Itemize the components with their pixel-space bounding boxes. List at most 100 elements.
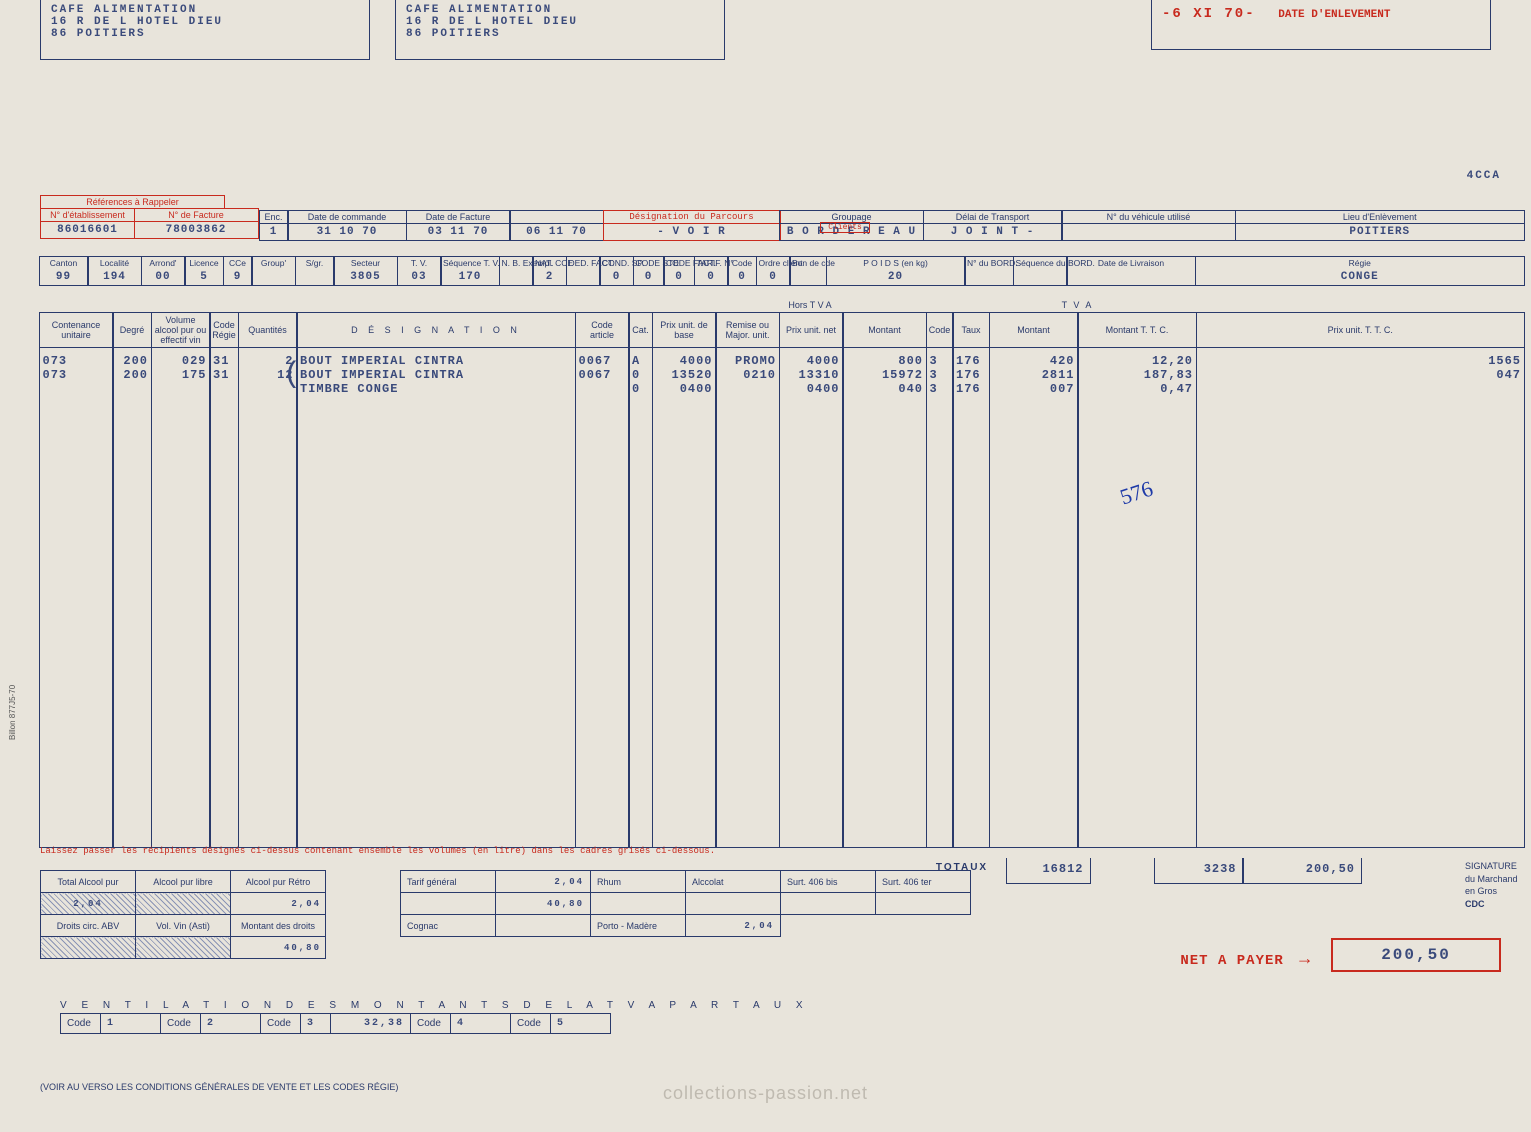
alcool-h2: Alcool pur libre <box>136 871 231 893</box>
canton-label: Canton <box>40 257 88 269</box>
enc-label: Enc. <box>260 211 288 224</box>
groupage-clients-sublabel: Clients <box>820 222 870 233</box>
col-montant: Montant <box>842 312 927 348</box>
addr2-l1: CAFE ALIMENTATION <box>406 4 714 16</box>
arrow-icon: → <box>1299 950 1311 970</box>
tarif-s406t-label: Surt. 406 ter <box>876 871 971 893</box>
dateliv-cell: Date de Livraison <box>1066 256 1196 286</box>
tarif-row2-blank2 <box>591 893 686 915</box>
natcce-label: NAT. CCE <box>533 257 566 269</box>
tv-cell: T. V.03 <box>397 256 442 286</box>
items-header: Contenance unitaire Degré Volume alcool … <box>40 312 1525 348</box>
col-codeart: Code article <box>575 312 630 348</box>
licence-value: 5 <box>185 269 223 285</box>
designation-parcours-cell: Désignation du Parcours- V O I R <box>603 210 781 241</box>
vent-c7: Code <box>411 1014 451 1034</box>
cca-code: 4CCA <box>1467 170 1501 182</box>
tarif-porto-value: 2,04 <box>686 915 781 937</box>
vent-c3: 2 <box>201 1014 261 1034</box>
body-remise: PROMO0210 <box>715 348 780 848</box>
body-tvamontant: 4202811007 <box>989 348 1079 848</box>
sig-l2: du Marchand <box>1465 873 1525 886</box>
extra-date-cell: 06 11 70 <box>509 210 604 241</box>
localite-label: Localité <box>88 257 141 269</box>
tarifcode-cell: Code0 <box>727 256 757 286</box>
r2-ttc: 0,47 <box>1081 382 1193 396</box>
totaux-tva: 3238 <box>1154 858 1244 884</box>
col-coderegie: Code Régie <box>209 312 239 348</box>
r0-cont: 073 <box>43 354 110 368</box>
lieu-enlevement-cell: Lieu d'EnlèvementPOITIERS <box>1235 210 1526 241</box>
dateliv-label: Date de Livraison <box>1067 257 1195 269</box>
col-prixbase: Prix unit. de base <box>652 312 717 348</box>
body-ttc: 12,20187,830,47 <box>1077 348 1197 848</box>
body-montant: 80015972040 <box>842 348 927 848</box>
extra-label <box>510 211 603 224</box>
body-codeart: 00670067 <box>575 348 630 848</box>
natcce-value: 2 <box>533 269 566 285</box>
codefact-value: 0 <box>664 269 694 285</box>
alcool-r6: 40,80 <box>231 937 326 959</box>
canton-cell: Canton99 <box>39 256 89 286</box>
addr1-l1: CAFE ALIMENTATION <box>51 4 359 16</box>
col-puttc: Prix unit. T. T. C. <box>1196 312 1526 348</box>
r0-cat: A <box>632 354 649 368</box>
r2-tvam: 007 <box>993 382 1075 396</box>
address-block-1: CAFE ALIMENTATION 16 R DE L HOTEL DIEU 8… <box>40 0 370 60</box>
col-qte: Quantités <box>238 312 298 348</box>
body-designation: BOUT IMPERIAL CINTRABOUT IMPERIAL CINTRA… <box>296 348 576 848</box>
dcmd-label: Date de commande <box>288 211 406 224</box>
condsp-cell: COND. SP.0 <box>599 256 634 286</box>
tarif-row2-blank4 <box>781 893 876 915</box>
dedfact-cell: DED. FACT. <box>566 256 601 286</box>
r1-pn: 13310 <box>783 368 840 382</box>
alcool-h6: Montant des droits <box>231 915 326 937</box>
tarif-s406-label: Surt. 406 bis <box>781 871 876 893</box>
date-commande-cell: Date de commande31 10 70 <box>287 210 407 241</box>
nbex-cell: N. B. Exempl. <box>499 256 534 286</box>
tv-value: 03 <box>398 269 441 285</box>
vent-c6: 32,38 <box>331 1014 411 1034</box>
tarifn-value: 0 <box>695 269 728 285</box>
lieu-value: POITIERS <box>1236 224 1525 240</box>
body-prixnet: 4000133100400 <box>779 348 844 848</box>
cce-cell: CCe9 <box>223 256 253 286</box>
seqtv-value: 170 <box>441 269 499 285</box>
cce-value: 9 <box>224 269 252 285</box>
seqtv-cell: Séquence T. V.170 <box>440 256 500 286</box>
date-enlevement-box: -6 XI 70- DATE D'ENLEVEMENT <box>1151 0 1491 50</box>
vehic-value <box>1062 224 1235 240</box>
r2-desig: TIMBRE CONGE <box>300 382 572 396</box>
secteur-cell: Secteur3805 <box>333 256 398 286</box>
poids-value: 20 <box>827 269 965 285</box>
date-enlev-label: DATE D'ENLEVEMENT <box>1278 9 1390 21</box>
enc-value: 1 <box>260 224 288 240</box>
body-cat: A00 <box>628 348 653 848</box>
totaux-ttc: 200,50 <box>1242 858 1362 884</box>
col-prixnet: Prix unit. net <box>779 312 844 348</box>
tarif-row2-blank1 <box>401 893 496 915</box>
delai-transport-cell: Délai de TransportJ O I N T - <box>923 210 1063 241</box>
r1-code: 3 <box>930 368 950 382</box>
watermark-text: collections-passion.net <box>663 1083 868 1104</box>
vehicule-cell: N° du véhicule utilisé <box>1061 210 1236 241</box>
arrond-value: 00 <box>142 269 185 285</box>
col-cat: Cat. <box>628 312 653 348</box>
localite-value: 194 <box>88 269 141 285</box>
tarif-alc-label: Alccolat <box>686 871 781 893</box>
r0-pn: 4000 <box>783 354 840 368</box>
licence-cell: Licence5 <box>184 256 224 286</box>
lieu-label: Lieu d'Enlèvement <box>1236 211 1525 224</box>
vent-c4: Code <box>261 1014 301 1034</box>
r0-code: 3 <box>930 354 950 368</box>
r0-vol: 029 <box>155 354 207 368</box>
poids-cell: P O I D S (en kg)20 <box>826 256 966 286</box>
dedfact-value <box>567 269 600 285</box>
etablissement-cell: N° d'établissement 86016601 <box>40 208 135 239</box>
hors-tva-group-label: Hors T V A <box>670 300 950 310</box>
tarif-cognac-value <box>496 915 591 937</box>
tarifcode-value: 0 <box>728 269 756 285</box>
seqbord-value <box>1014 269 1067 285</box>
alcool-h1: Total Alcool pur <box>41 871 136 893</box>
r0-ttc: 12,20 <box>1081 354 1193 368</box>
